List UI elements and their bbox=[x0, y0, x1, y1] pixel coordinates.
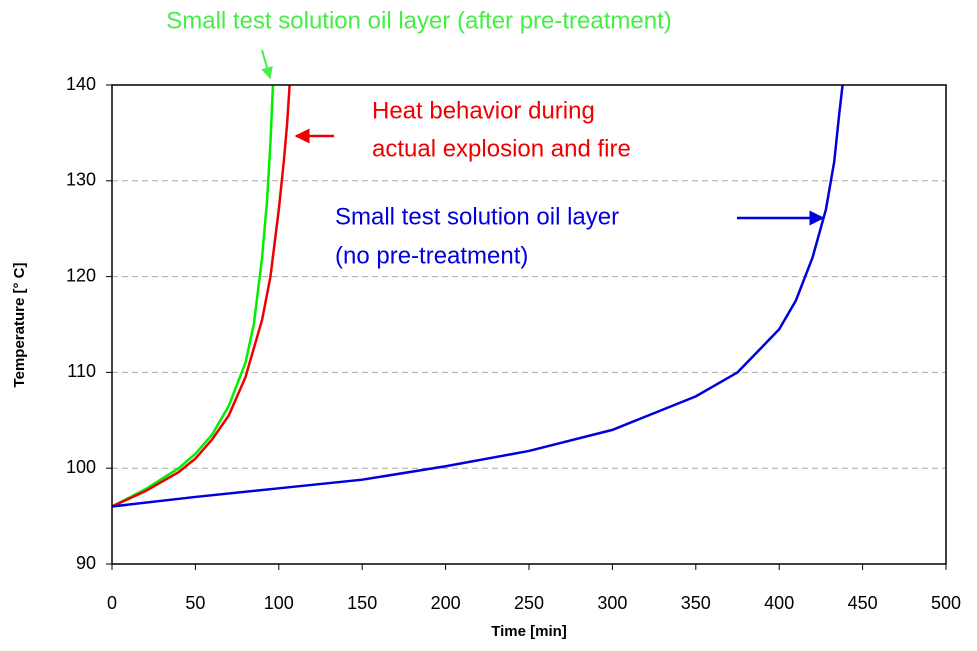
series-line bbox=[111, 84, 275, 508]
annotation: Small test solution oil layer bbox=[335, 203, 619, 230]
arrow bbox=[261, 49, 273, 80]
annotation: Heat behavior during bbox=[372, 97, 595, 124]
x-tick-label: 350 bbox=[681, 593, 711, 613]
x-tick-label: 250 bbox=[514, 593, 544, 613]
x-tick-label: 400 bbox=[764, 593, 794, 613]
x-tick-label: 450 bbox=[848, 593, 878, 613]
annotation: actual explosion and fire bbox=[372, 135, 631, 162]
series-line bbox=[111, 84, 844, 508]
annotation: Small test solution oil layer (after pre… bbox=[166, 7, 672, 34]
x-tick-label: 100 bbox=[264, 593, 294, 613]
x-tick-label: 500 bbox=[931, 593, 961, 613]
annotation: (no pre-treatment) bbox=[335, 242, 528, 269]
y-tick-label: 140 bbox=[66, 74, 96, 94]
series-line bbox=[111, 84, 291, 508]
y-tick-label: 120 bbox=[66, 265, 96, 285]
y-tick-label: 110 bbox=[67, 361, 96, 381]
x-tick-label: 150 bbox=[347, 593, 377, 613]
x-tick-label: 50 bbox=[185, 593, 205, 613]
y-axis-title: Temperature [° C] bbox=[11, 263, 28, 388]
x-axis-title: Time [min] bbox=[491, 623, 567, 640]
lines bbox=[111, 84, 844, 508]
y-tick-label: 100 bbox=[66, 457, 96, 477]
y-tick-label: 130 bbox=[66, 170, 96, 190]
x-tick-label: 0 bbox=[107, 593, 117, 613]
y-tick-label: 90 bbox=[76, 553, 96, 573]
x-tick-label: 300 bbox=[597, 593, 627, 613]
x-tick-label: 200 bbox=[431, 593, 461, 613]
